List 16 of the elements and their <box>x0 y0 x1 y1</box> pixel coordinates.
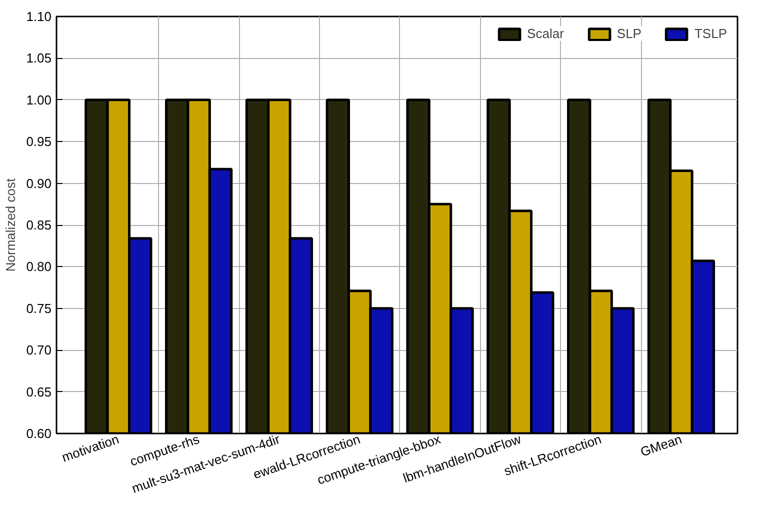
y-tick-label: 0.90 <box>26 176 52 191</box>
y-axis-title: Normalized cost <box>3 178 18 272</box>
y-tick-label: 0.65 <box>26 384 52 400</box>
y-tick-label: 1.05 <box>26 50 52 66</box>
legend-label: Scalar <box>527 26 564 41</box>
y-tick-label: 1.10 <box>26 9 52 24</box>
y-tick-label: 0.95 <box>26 134 52 150</box>
legend-label: TSLP <box>694 26 727 41</box>
y-tick-label: 0.60 <box>26 426 52 441</box>
x-tick-label: GMean <box>638 431 684 460</box>
y-tick-label: 1.00 <box>26 92 52 108</box>
y-tick-label: 0.85 <box>26 218 52 232</box>
y-tick-label: 0.75 <box>26 300 52 316</box>
y-tick-label: 0.80 <box>26 259 52 274</box>
y-tick-label: 0.70 <box>26 342 52 358</box>
legend-label: SLP <box>616 26 642 41</box>
